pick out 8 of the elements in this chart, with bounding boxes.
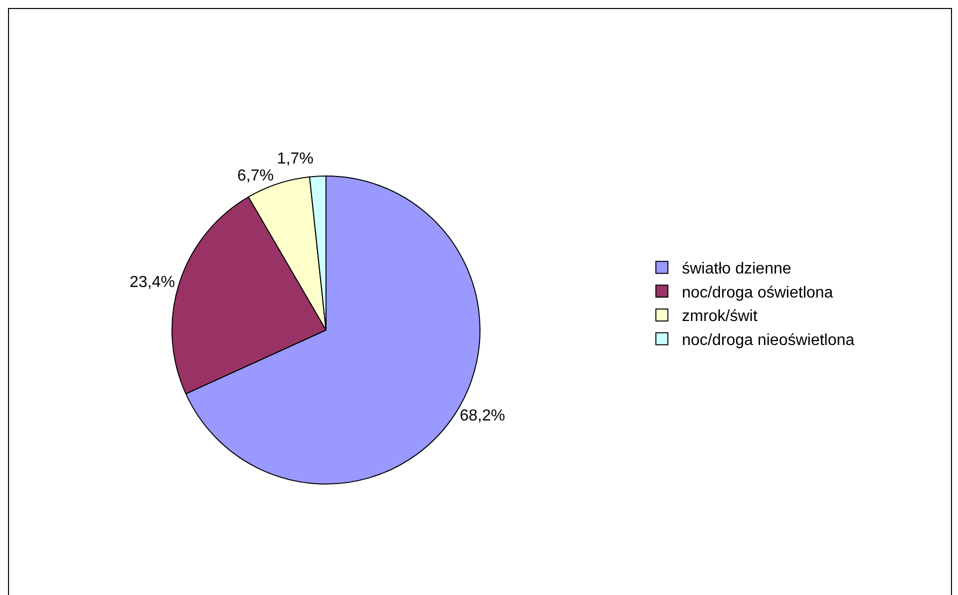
data-label: 68,2% [460,407,506,424]
legend-label: światło dzienne [682,260,792,278]
data-label: 6,7% [237,168,274,185]
data-label: 23,4% [130,274,175,292]
legend-label: noc/droga oświetlona [682,284,834,302]
legend-label: zmrok/świt [682,308,758,326]
data-label: 1,7% [277,150,314,168]
legend-label: noc/droga nieoświetlona [682,332,855,349]
